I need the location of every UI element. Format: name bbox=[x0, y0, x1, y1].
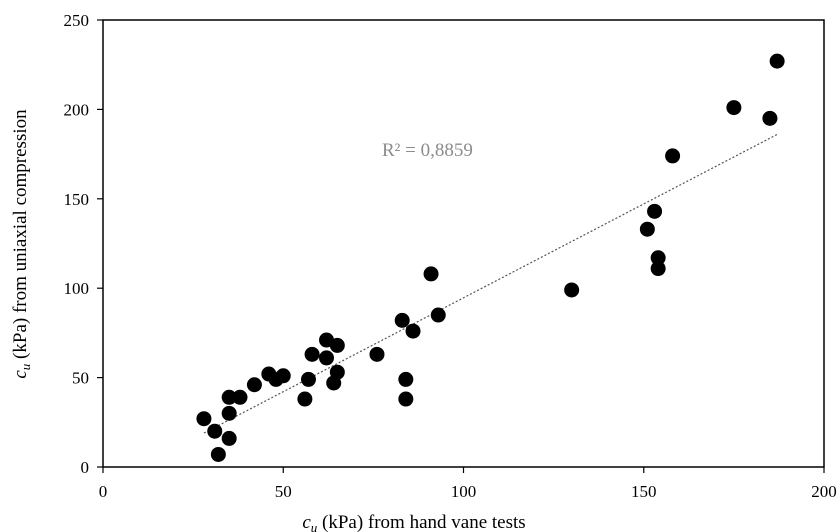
r-squared-annotation: R² = 0,8859 bbox=[382, 140, 473, 161]
data-point bbox=[647, 203, 663, 219]
data-point bbox=[221, 405, 237, 421]
data-point bbox=[369, 346, 385, 362]
y-axis-title-sub: u bbox=[18, 363, 33, 370]
y-tick-label: 50 bbox=[72, 369, 89, 388]
data-point bbox=[329, 337, 345, 353]
y-axis-title-text: (kPa) from uniaxial compression bbox=[10, 109, 31, 364]
data-point bbox=[221, 389, 237, 405]
data-point bbox=[650, 250, 666, 266]
data-point bbox=[762, 110, 778, 126]
data-point bbox=[394, 312, 410, 328]
data-point bbox=[405, 323, 421, 339]
data-point bbox=[650, 261, 666, 277]
data-point bbox=[297, 391, 313, 407]
data-point bbox=[665, 148, 681, 164]
data-point bbox=[210, 446, 226, 462]
y-tick-label: 100 bbox=[64, 279, 90, 298]
data-point bbox=[221, 430, 237, 446]
data-point bbox=[329, 364, 345, 380]
plot-area-frame bbox=[102, 19, 825, 468]
x-tick-label: 50 bbox=[275, 482, 292, 501]
data-point bbox=[564, 282, 580, 298]
x-axis-title-var: c bbox=[302, 512, 311, 532]
x-axis-title-sub: u bbox=[311, 520, 318, 532]
data-point bbox=[639, 221, 655, 237]
linear-trendline bbox=[203, 133, 778, 434]
data-point bbox=[304, 346, 320, 362]
x-tick-label: 100 bbox=[451, 482, 477, 501]
data-point bbox=[769, 53, 785, 69]
y-tick-label: 250 bbox=[64, 11, 90, 30]
x-tick-label: 150 bbox=[631, 482, 657, 501]
data-point bbox=[246, 377, 262, 393]
data-point bbox=[398, 391, 414, 407]
y-tick-label: 150 bbox=[64, 190, 90, 209]
y-axis-title: cu (kPa) from uniaxial compression bbox=[10, 109, 33, 379]
x-axis-ticks: 0 50 100 150 200 bbox=[99, 467, 837, 501]
y-tick-label: 0 bbox=[81, 458, 90, 477]
y-tick-label: 200 bbox=[64, 100, 90, 119]
x-axis-title: cu (kPa) from hand vane tests bbox=[302, 512, 525, 532]
data-point bbox=[232, 389, 248, 405]
data-point bbox=[423, 266, 439, 282]
data-point bbox=[207, 423, 223, 439]
data-point bbox=[275, 368, 291, 384]
data-point bbox=[430, 307, 446, 323]
y-axis-title-var: c bbox=[10, 370, 31, 379]
data-point bbox=[319, 350, 335, 366]
x-tick-label: 0 bbox=[99, 482, 108, 501]
data-point bbox=[398, 371, 414, 387]
y-axis-ticks: 0 50 100 150 200 250 bbox=[64, 11, 103, 477]
x-tick-label: 200 bbox=[811, 482, 837, 501]
data-point bbox=[726, 100, 742, 116]
x-axis-title-text: (kPa) from hand vane tests bbox=[317, 512, 525, 532]
data-point bbox=[300, 371, 316, 387]
data-points bbox=[196, 53, 785, 462]
data-point bbox=[196, 411, 212, 427]
